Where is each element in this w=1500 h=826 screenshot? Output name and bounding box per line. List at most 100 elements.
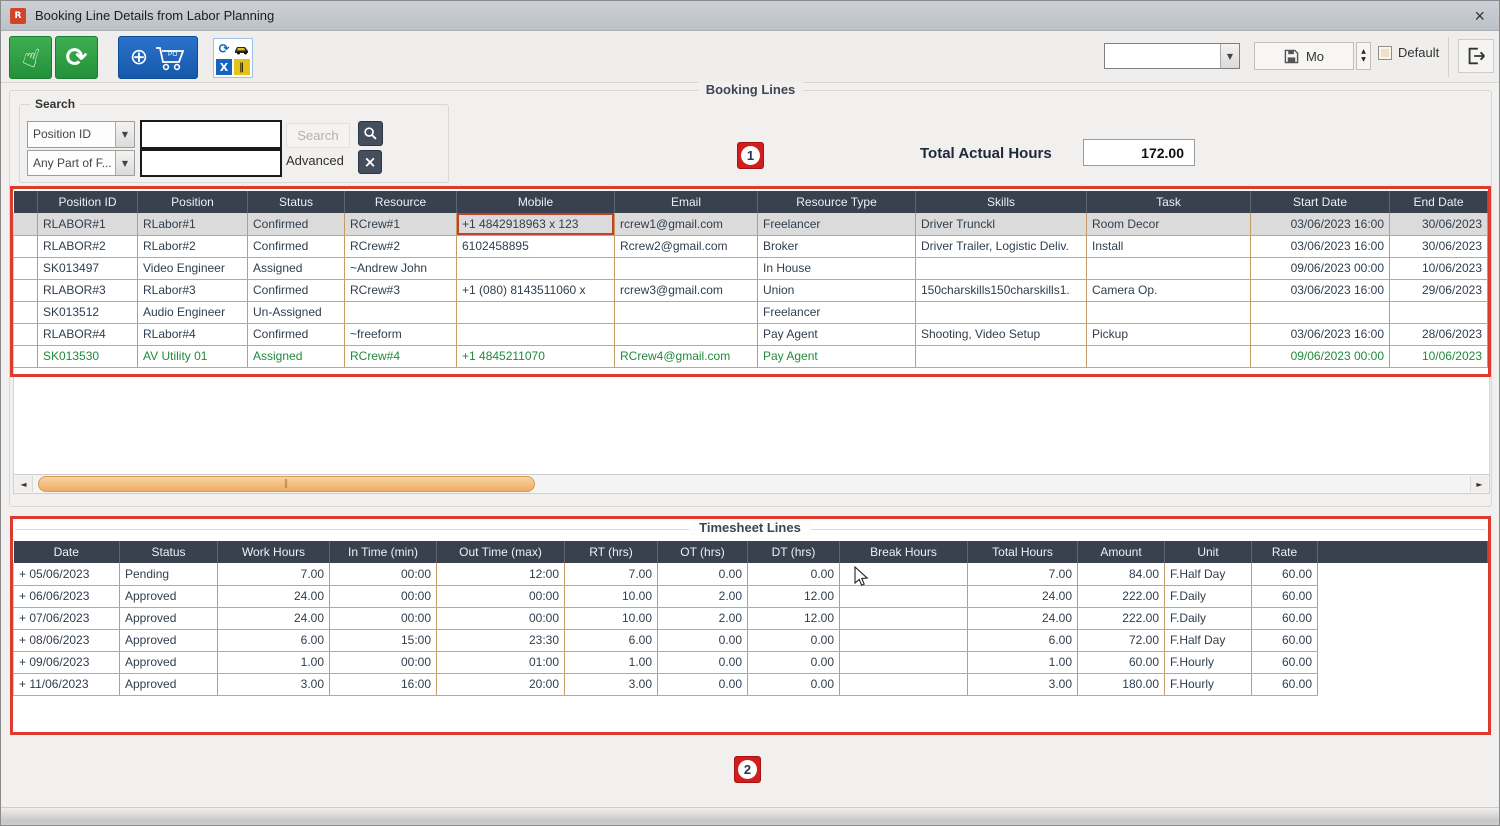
cell[interactable]: 00:00: [329, 607, 437, 630]
cell[interactable]: 23:30: [436, 629, 565, 652]
cell[interactable]: 03/06/2023 16:00: [1250, 323, 1390, 346]
cell[interactable]: 60.00: [1251, 563, 1318, 586]
cell[interactable]: [1317, 673, 1488, 695]
cell[interactable]: 20:00: [436, 673, 565, 696]
cell[interactable]: 0.00: [747, 673, 840, 696]
cell[interactable]: + 05/06/2023: [13, 563, 120, 586]
chevron-down-icon[interactable]: ▼: [1220, 44, 1239, 68]
cell[interactable]: 0.00: [657, 629, 748, 652]
cell[interactable]: Assigned: [247, 257, 345, 280]
exit-button[interactable]: [1458, 39, 1494, 73]
cell[interactable]: RLabor#2: [137, 235, 248, 258]
cell[interactable]: SK013497: [37, 257, 138, 280]
cell[interactable]: [13, 323, 38, 346]
cell[interactable]: RLABOR#2: [37, 235, 138, 258]
column-header[interactable]: Status: [119, 541, 218, 563]
save-view-button[interactable]: Mo: [1254, 42, 1354, 70]
cell[interactable]: [1317, 629, 1488, 651]
cell[interactable]: 222.00: [1077, 585, 1165, 608]
cell[interactable]: Audio Engineer: [137, 301, 248, 324]
cell[interactable]: 1.00: [967, 651, 1078, 674]
view-selector-dropdown[interactable]: ▼: [1104, 43, 1240, 69]
cell[interactable]: Un-Assigned: [247, 301, 345, 324]
cell[interactable]: Video Engineer: [137, 257, 248, 280]
column-header[interactable]: Resource Type: [757, 191, 916, 213]
cell[interactable]: [1086, 345, 1251, 368]
cell[interactable]: [13, 213, 38, 236]
column-header[interactable]: Start Date: [1250, 191, 1390, 213]
cell[interactable]: + 08/06/2023: [13, 629, 120, 652]
horizontal-scrollbar[interactable]: ◄ ‖ ►: [13, 474, 1490, 494]
cell[interactable]: 0.00: [657, 563, 748, 586]
default-checkbox-icon[interactable]: [1378, 45, 1392, 60]
column-header[interactable]: Amount: [1077, 541, 1165, 563]
cell[interactable]: 2.00: [657, 607, 748, 630]
cell[interactable]: Approved: [119, 629, 218, 652]
close-icon[interactable]: ×: [1474, 6, 1485, 26]
cell[interactable]: RCrew#1: [344, 213, 457, 236]
cell[interactable]: 30/06/2023: [1389, 235, 1488, 258]
cell[interactable]: 03/06/2023 16:00: [1250, 213, 1390, 236]
cell[interactable]: [1250, 301, 1390, 324]
cell[interactable]: Driver Trunckl: [915, 213, 1087, 236]
cell[interactable]: RCrew4@gmail.com: [614, 345, 758, 368]
cell[interactable]: F.Half Day: [1164, 629, 1252, 652]
cell[interactable]: 6.00: [967, 629, 1078, 652]
cell[interactable]: [614, 301, 758, 324]
table-row[interactable]: + 07/06/2023 Approved 24.00 00:00 00:00 10.00…: [13, 607, 1488, 630]
cell[interactable]: [1086, 301, 1251, 324]
cell[interactable]: Confirmed: [247, 279, 345, 302]
cell[interactable]: 60.00: [1251, 651, 1318, 674]
column-header[interactable]: [1317, 541, 1488, 563]
cell[interactable]: F.Hourly: [1164, 673, 1252, 696]
cell[interactable]: 10/06/2023: [1389, 257, 1488, 280]
cell[interactable]: RLabor#3: [137, 279, 248, 302]
table-row[interactable]: + 05/06/2023 Pending 7.00 00:00 12:00 7.00 0.0…: [13, 563, 1488, 586]
cell[interactable]: Approved: [119, 585, 218, 608]
cell[interactable]: 84.00: [1077, 563, 1165, 586]
cell[interactable]: Freelancer: [757, 213, 916, 236]
cell[interactable]: + 09/06/2023: [13, 651, 120, 674]
cell[interactable]: Pay Agent: [757, 323, 916, 346]
cell[interactable]: Assigned: [247, 345, 345, 368]
table-row[interactable]: SK013497 Video Engineer Assigned ~Andrew Jo…: [13, 257, 1488, 280]
cell[interactable]: Pay Agent: [757, 345, 916, 368]
cell[interactable]: 60.00: [1251, 629, 1318, 652]
cell[interactable]: 150charskills150charskills1.: [915, 279, 1087, 302]
timesheet-table[interactable]: Date Status Work Hours In Time (min) Out Tim…: [13, 541, 1488, 696]
cell[interactable]: [614, 257, 758, 280]
cell[interactable]: 1.00: [217, 651, 330, 674]
column-header[interactable]: Position: [137, 191, 248, 213]
cell[interactable]: 6102458895: [456, 235, 615, 258]
table-row[interactable]: + 06/06/2023 Approved 24.00 00:00 00:00 10.00…: [13, 585, 1488, 608]
cell[interactable]: [13, 279, 38, 302]
cell[interactable]: [915, 301, 1087, 324]
booking-table[interactable]: Position ID Position Status Resource Mobile E…: [13, 191, 1488, 368]
cell[interactable]: [839, 651, 968, 674]
chevron-down-icon[interactable]: ▼: [115, 151, 134, 175]
cell[interactable]: 29/06/2023: [1389, 279, 1488, 302]
table-row[interactable]: RLABOR#3 RLabor#3 Confirmed RCrew#3 +1 (080)…: [13, 279, 1488, 302]
cell[interactable]: 3.00: [564, 673, 658, 696]
cell[interactable]: RCrew#2: [344, 235, 457, 258]
export-options-button[interactable]: ⟳ X ‖: [213, 38, 253, 78]
cell[interactable]: [456, 257, 615, 280]
column-header[interactable]: Position ID: [37, 191, 138, 213]
cell[interactable]: [839, 585, 968, 608]
cell[interactable]: 222.00: [1077, 607, 1165, 630]
column-header[interactable]: Resource: [344, 191, 457, 213]
table-row[interactable]: RLABOR#4 RLabor#4 Confirmed ~freeform Pay Ag…: [13, 323, 1488, 346]
cell[interactable]: 24.00: [967, 585, 1078, 608]
scroll-left-arrow-icon[interactable]: ◄: [15, 476, 33, 492]
cell[interactable]: [13, 301, 38, 324]
table-row[interactable]: RLABOR#1 RLabor#1 Confirmed RCrew#1 +1 48429…: [13, 213, 1488, 236]
cell[interactable]: 12.00: [747, 585, 840, 608]
cell[interactable]: [13, 235, 38, 258]
cell[interactable]: 00:00: [436, 585, 565, 608]
cell[interactable]: 0.00: [747, 563, 840, 586]
cell[interactable]: 180.00: [1077, 673, 1165, 696]
column-header[interactable]: OT (hrs): [657, 541, 748, 563]
cell[interactable]: [839, 607, 968, 630]
chevron-down-icon[interactable]: ▼: [115, 122, 134, 147]
cell[interactable]: Pending: [119, 563, 218, 586]
